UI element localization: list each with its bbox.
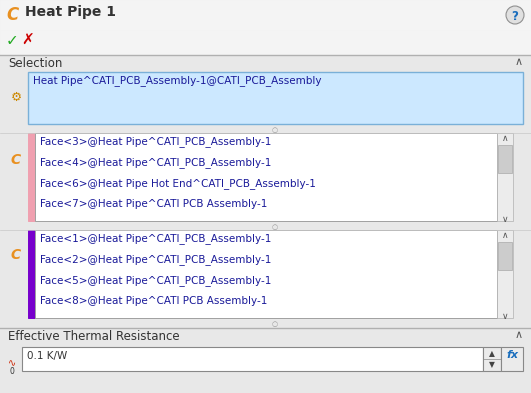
Bar	[0, 30, 531, 55]
Text: Face<8>@Heat Pipe^CATI PCB Assembly-1: Face<8>@Heat Pipe^CATI PCB Assembly-1	[40, 296, 268, 306]
Bar	[0, 328, 531, 347]
Text: Face<4>@Heat Pipe^CATI_PCB_Assembly-1: Face<4>@Heat Pipe^CATI_PCB_Assembly-1	[40, 157, 271, 168]
Bar	[0, 55, 531, 72]
Bar	[498, 145, 512, 173]
Circle shape	[506, 6, 524, 24]
Bar	[0, 0, 531, 30]
Text: Face<1>@Heat Pipe^CATI_PCB_Assembly-1: Face<1>@Heat Pipe^CATI_PCB_Assembly-1	[40, 233, 271, 244]
Text: ∧: ∧	[515, 330, 523, 340]
Bar	[22, 347, 483, 371]
Text: ?: ?	[511, 10, 518, 23]
Text: ∨: ∨	[502, 312, 508, 321]
Text: Face<3>@Heat Pipe^CATI_PCB_Assembly-1: Face<3>@Heat Pipe^CATI_PCB_Assembly-1	[40, 136, 271, 147]
Bar	[28, 133, 35, 221]
Text: Heat Pipe^CATI_PCB_Assembly-1@CATI_PCB_Assembly: Heat Pipe^CATI_PCB_Assembly-1@CATI_PCB_A…	[33, 75, 321, 86]
Text: ○: ○	[272, 127, 278, 133]
Text: Face<2>@Heat Pipe^CATI_PCB_Assembly-1: Face<2>@Heat Pipe^CATI_PCB_Assembly-1	[40, 254, 271, 265]
Text: ∿: ∿	[8, 358, 16, 368]
Text: ○: ○	[272, 224, 278, 230]
Text: fx: fx	[506, 350, 518, 360]
Text: 0.1 K/W: 0.1 K/W	[27, 351, 67, 361]
Text: Effective Thermal Resistance: Effective Thermal Resistance	[8, 330, 179, 343]
Text: Selection: Selection	[8, 57, 62, 70]
Bar	[498, 242, 512, 270]
Bar	[35, 133, 497, 221]
Bar	[501, 347, 523, 371]
Bar	[483, 347, 501, 371]
Text: C: C	[11, 153, 21, 167]
Text: ✓: ✓	[6, 33, 19, 48]
Text: Face<7>@Heat Pipe^CATI PCB Assembly-1: Face<7>@Heat Pipe^CATI PCB Assembly-1	[40, 199, 268, 209]
Text: ▼: ▼	[489, 360, 495, 369]
Text: ∧: ∧	[502, 231, 508, 240]
Text: ✗: ✗	[22, 33, 35, 48]
Bar	[35, 230, 497, 318]
Text: ∧: ∧	[502, 134, 508, 143]
Text: 0: 0	[10, 367, 14, 376]
Bar	[28, 72, 523, 124]
Text: ∨: ∨	[502, 215, 508, 224]
Text: ⚙: ⚙	[11, 90, 22, 103]
Text: Heat Pipe 1: Heat Pipe 1	[25, 5, 116, 19]
Text: ▲: ▲	[489, 349, 495, 358]
Bar	[28, 230, 35, 318]
Text: C: C	[11, 248, 21, 262]
Text: ∧: ∧	[515, 57, 523, 67]
Text: C: C	[7, 6, 19, 24]
Text: ○: ○	[272, 321, 278, 327]
Text: Face<5>@Heat Pipe^CATI_PCB_Assembly-1: Face<5>@Heat Pipe^CATI_PCB_Assembly-1	[40, 275, 271, 286]
Bar	[497, 230, 513, 318]
Text: Face<6>@Heat Pipe Hot End^CATI_PCB_Assembly-1: Face<6>@Heat Pipe Hot End^CATI_PCB_Assem…	[40, 178, 316, 189]
Bar	[497, 133, 513, 221]
